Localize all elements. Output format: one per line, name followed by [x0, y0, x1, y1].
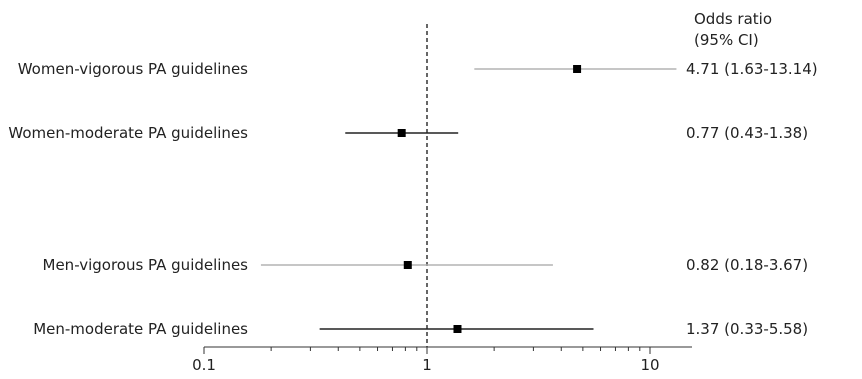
- or-header-line1: Odds ratio: [694, 10, 772, 28]
- row-label: Women-moderate PA guidelines: [8, 124, 248, 142]
- point-estimate: [453, 325, 462, 333]
- ci-value: 0.77 (0.43-1.38): [686, 124, 808, 142]
- x-axis: 0.1 1 10: [192, 346, 692, 374]
- row-label: Women-vigorous PA guidelines: [18, 60, 248, 78]
- ci-value: 4.71 (1.63-13.14): [686, 60, 818, 78]
- x-tick-label: 10: [640, 356, 659, 374]
- row-label: Men-vigorous PA guidelines: [43, 256, 249, 274]
- ci-value: 1.37 (0.33-5.58): [686, 320, 808, 338]
- point-estimate: [397, 129, 406, 137]
- row-label: Men-moderate PA guidelines: [33, 320, 248, 338]
- x-tick-label: 0.1: [192, 356, 216, 374]
- point-estimate: [573, 65, 582, 73]
- or-header-line2: (95% CI): [694, 31, 759, 49]
- x-tick-label: 1: [422, 356, 432, 374]
- ci-value: 0.82 (0.18-3.67): [686, 256, 808, 274]
- point-estimate: [403, 261, 412, 269]
- forest-rows: Women-vigorous PA guidelines 4.71 (1.63-1…: [8, 24, 818, 347]
